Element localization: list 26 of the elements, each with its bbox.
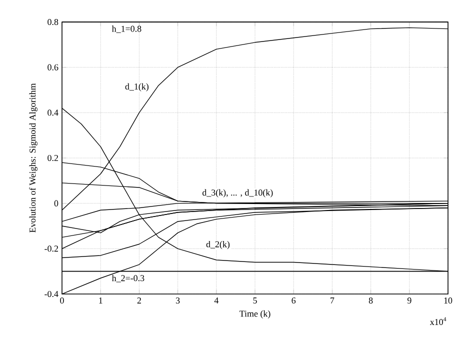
ref-line-label: h_1=0.8 [112, 26, 142, 33]
x-tick-label: 6 [292, 298, 296, 304]
x-tick-label: 5 [253, 298, 257, 304]
x-tick-label: 8 [368, 298, 373, 304]
y-tick-label: -0.2 [44, 246, 58, 252]
x-tick-label: 4 [214, 298, 219, 304]
x-tick-label: 3 [176, 298, 180, 304]
y-tick-label: 0.8 [48, 18, 58, 26]
ref-line-label: h_2=-0.3 [112, 274, 144, 282]
annotation: d_3(k), ... , d_10(k) [202, 189, 273, 198]
y-tick-label: -0.4 [44, 290, 58, 298]
x-tick-label: 1 [99, 298, 102, 304]
x-tick-label: 2 [137, 298, 141, 304]
x-axis-title: Time (k) [240, 310, 270, 319]
y-tick-label: 0.2 [48, 154, 58, 162]
annotation: d_1(k) [125, 83, 148, 92]
annotation: d_2(k) [206, 240, 230, 250]
x-tick-label: 9 [407, 298, 412, 304]
x-tick-label: 7 [330, 298, 334, 304]
text: x10$^{4}$ [430, 317, 446, 326]
x-tick-label: 0 [60, 298, 64, 304]
y-tick-label: 0.6 [48, 64, 58, 70]
y-tick-label: 0.4 [48, 110, 58, 116]
y-axis-title: Evolution of Weighs: Sigmoid Algorithm [29, 83, 38, 232]
y-tick-label: 0 [54, 200, 58, 206]
x-tick-label: 10 [444, 298, 452, 304]
